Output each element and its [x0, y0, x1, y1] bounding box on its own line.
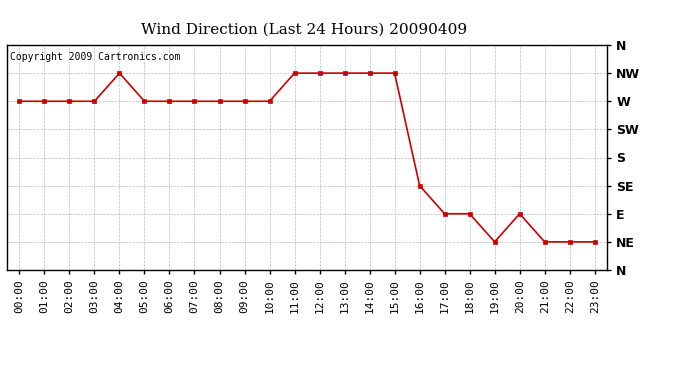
Text: Copyright 2009 Cartronics.com: Copyright 2009 Cartronics.com — [10, 52, 180, 62]
Text: Wind Direction (Last 24 Hours) 20090409: Wind Direction (Last 24 Hours) 20090409 — [141, 22, 466, 36]
